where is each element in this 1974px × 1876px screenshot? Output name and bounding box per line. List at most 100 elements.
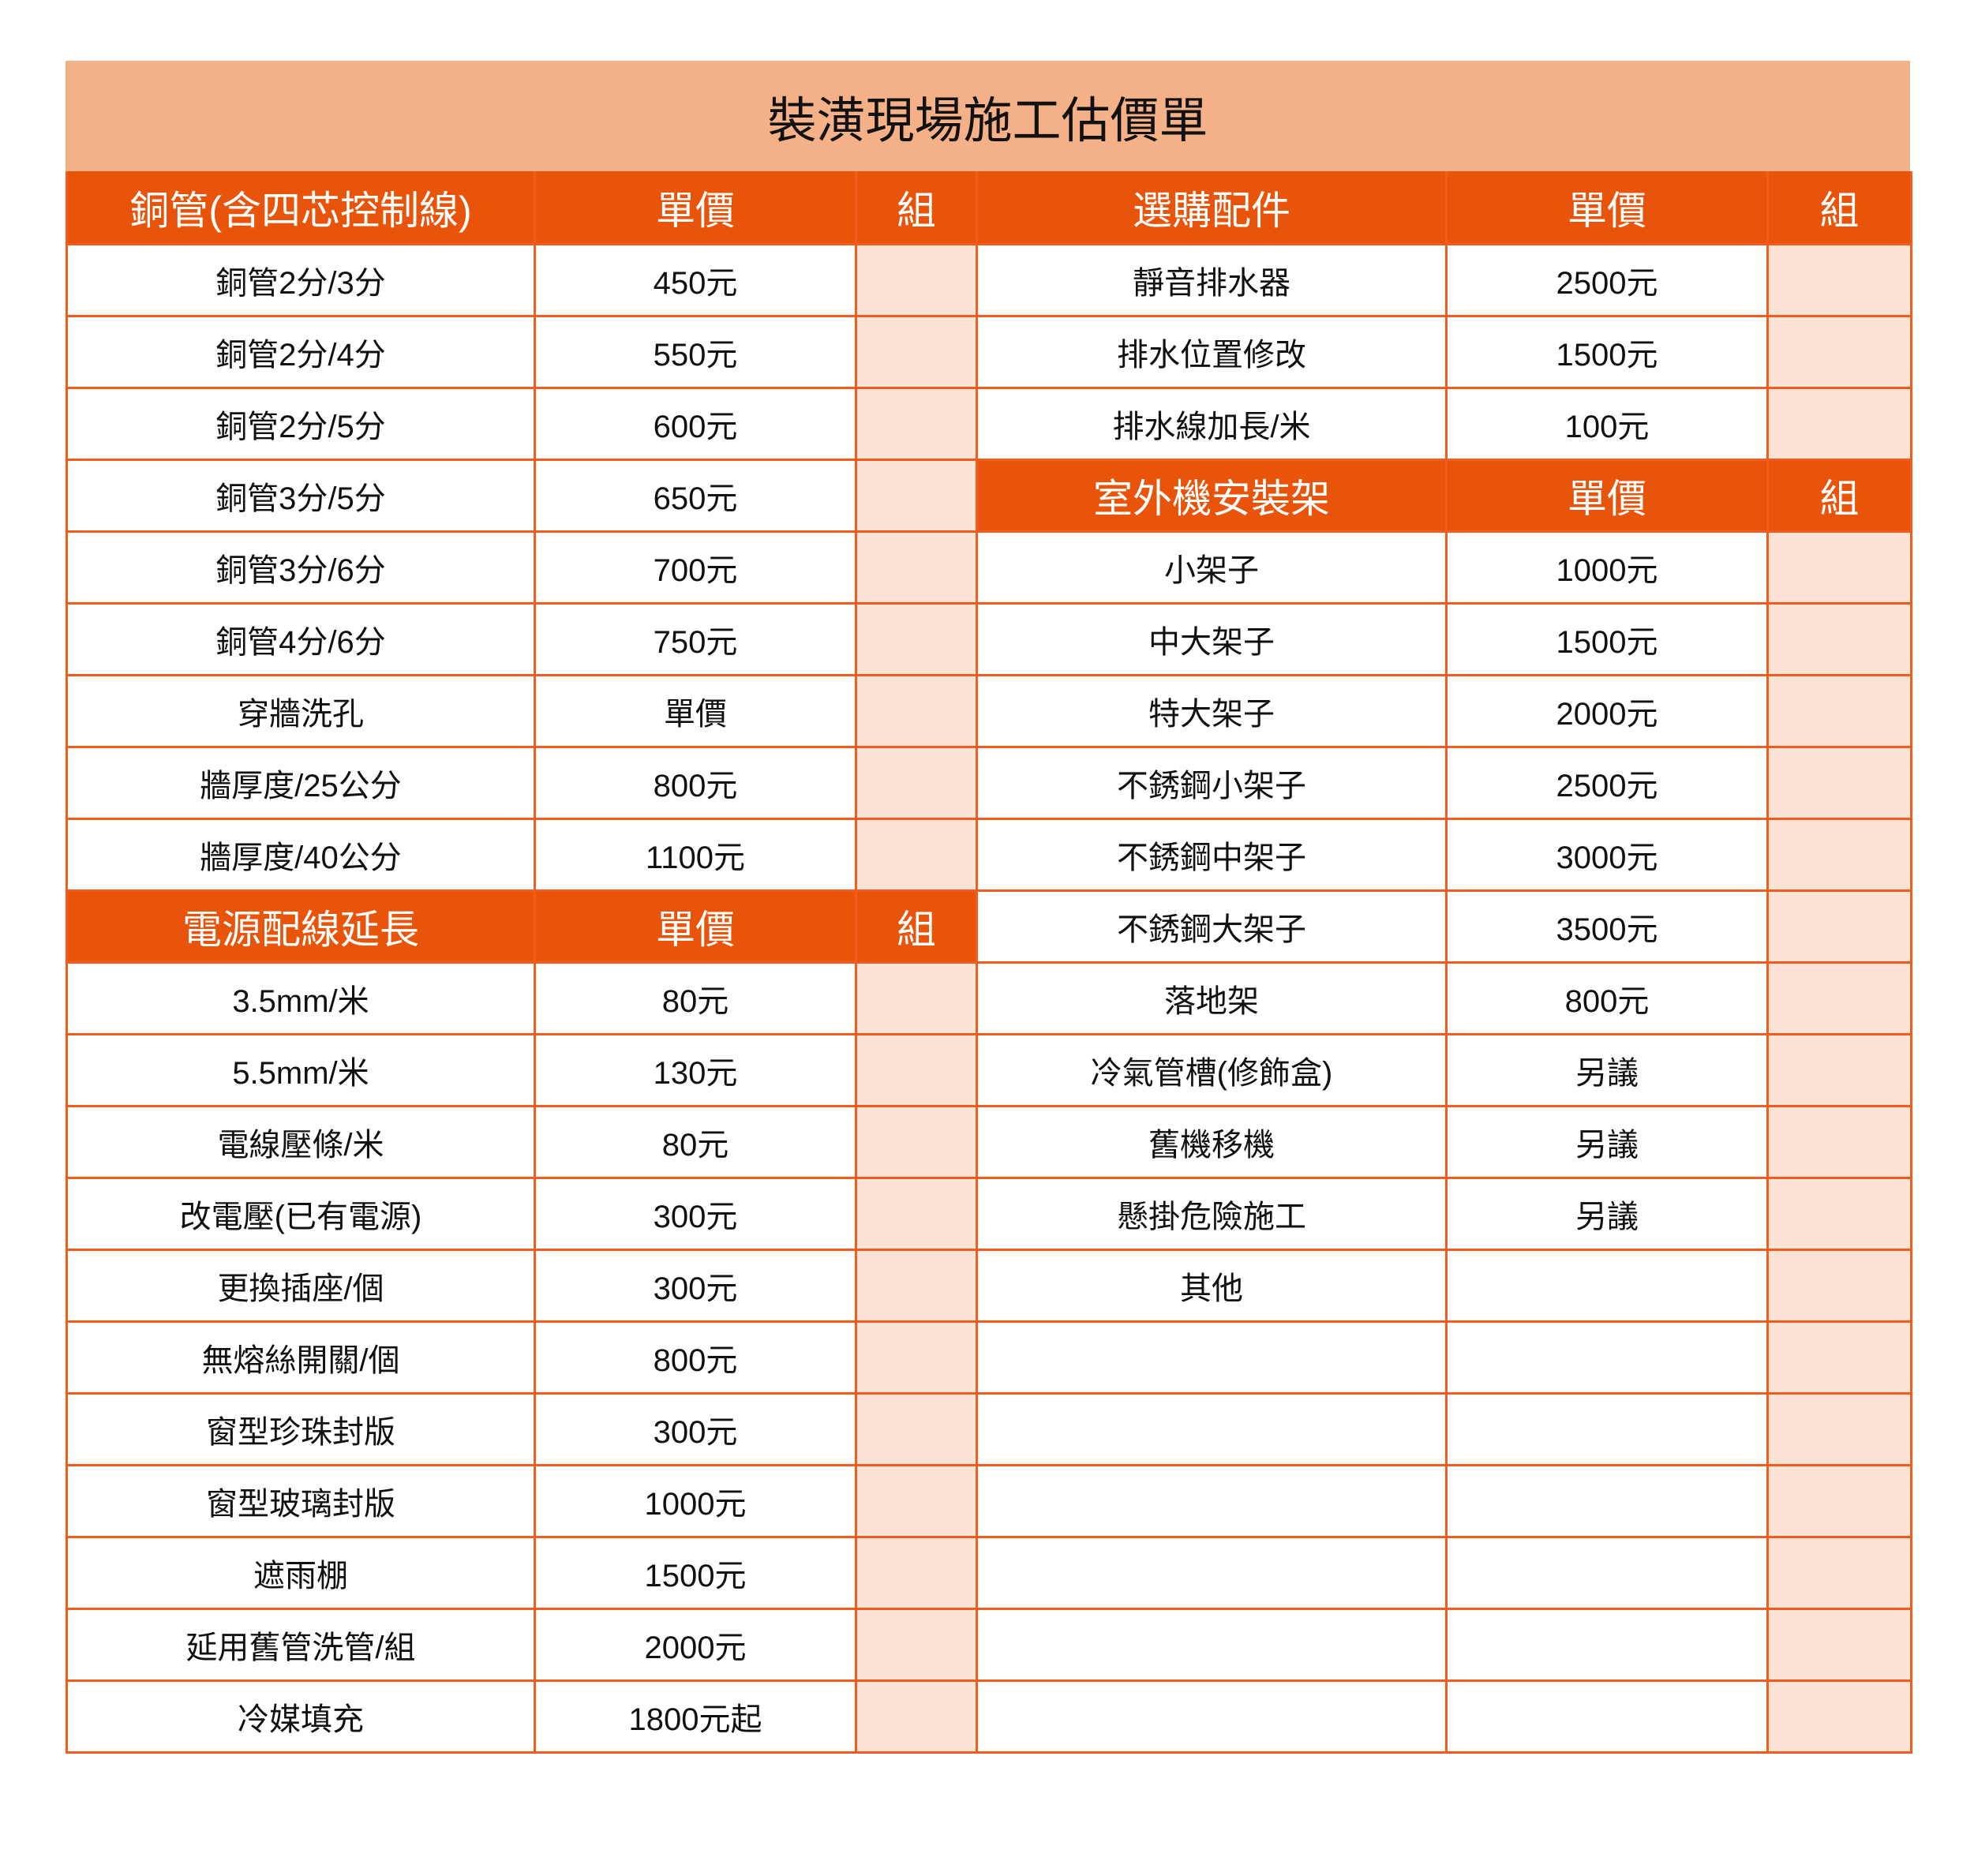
right-qty-cell[interactable] bbox=[1766, 1177, 1912, 1251]
left-qty-cell[interactable] bbox=[855, 1392, 978, 1466]
right-price-cell: 另議 bbox=[1445, 1105, 1769, 1179]
table-row: 牆厚度/25公分 800元 不銹鋼小架子 2500元 bbox=[66, 746, 1912, 820]
left-qty-cell[interactable] bbox=[855, 1536, 978, 1610]
right-price-cell bbox=[1445, 1536, 1769, 1610]
left-qty-cell[interactable] bbox=[855, 530, 978, 605]
left-qty-cell[interactable] bbox=[855, 961, 978, 1035]
right-qty-cell[interactable] bbox=[1766, 602, 1912, 676]
right-qty-cell[interactable] bbox=[1766, 1679, 1912, 1754]
right-item-cell: 不銹鋼大架子 bbox=[976, 889, 1448, 964]
left-header-qty: 組 bbox=[855, 171, 978, 245]
left-price-cell: 800元 bbox=[534, 1320, 857, 1395]
right-qty-cell[interactable] bbox=[1766, 1249, 1912, 1323]
right-item-cell: 特大架子 bbox=[976, 674, 1448, 748]
right-qty-cell[interactable] bbox=[1766, 1608, 1912, 1682]
left-header-item: 銅管(含四芯控制線) bbox=[66, 171, 536, 245]
right-qty-cell[interactable] bbox=[1766, 889, 1912, 964]
right-qty-cell[interactable] bbox=[1766, 387, 1912, 461]
left-qty-cell[interactable] bbox=[855, 602, 978, 676]
left-qty-cell[interactable] bbox=[855, 1464, 978, 1538]
left-qty-cell[interactable] bbox=[855, 387, 978, 461]
right-price-cell: 3000元 bbox=[1445, 818, 1769, 892]
left-item-cell: 銅管2分/3分 bbox=[66, 243, 536, 317]
right-qty-cell[interactable] bbox=[1766, 1464, 1912, 1538]
left-item-cell: 銅管2分/4分 bbox=[66, 315, 536, 389]
left-item-cell: 牆厚度/40公分 bbox=[66, 818, 536, 892]
right-qty-cell[interactable] bbox=[1766, 674, 1912, 748]
table-row: 5.5mm/米 130元 冷氣管槽(修飾盒) 另議 bbox=[66, 1033, 1912, 1107]
left-qty-cell[interactable] bbox=[855, 459, 978, 533]
left-header-price: 單價 bbox=[534, 889, 857, 964]
right-qty-cell[interactable] bbox=[1766, 818, 1912, 892]
left-qty-cell[interactable] bbox=[855, 1608, 978, 1682]
left-item-cell: 3.5mm/米 bbox=[66, 961, 536, 1035]
left-qty-cell[interactable] bbox=[855, 243, 978, 317]
left-qty-cell[interactable] bbox=[855, 746, 978, 820]
right-item-cell: 舊機移機 bbox=[976, 1105, 1448, 1179]
left-price-cell: 550元 bbox=[534, 315, 857, 389]
table-row: 銅管3分/6分 700元 小架子 1000元 bbox=[66, 530, 1912, 605]
left-header-price: 單價 bbox=[534, 171, 857, 245]
right-qty-cell[interactable] bbox=[1766, 961, 1912, 1035]
right-qty-cell[interactable] bbox=[1766, 243, 1912, 317]
right-qty-cell[interactable] bbox=[1766, 1392, 1912, 1466]
left-price-cell: 300元 bbox=[534, 1249, 857, 1323]
left-price-cell: 2000元 bbox=[534, 1608, 857, 1682]
right-header-qty: 組 bbox=[1766, 459, 1912, 533]
left-item-cell: 延用舊管洗管/組 bbox=[66, 1608, 536, 1682]
table-row: 牆厚度/40公分 1100元 不銹鋼中架子 3000元 bbox=[66, 818, 1912, 892]
left-header-qty: 組 bbox=[855, 889, 978, 964]
table-row: 改電壓(已有電源) 300元 懸掛危險施工 另議 bbox=[66, 1177, 1912, 1251]
left-qty-cell[interactable] bbox=[855, 1249, 978, 1323]
left-qty-cell[interactable] bbox=[855, 1679, 978, 1754]
right-item-cell: 不銹鋼中架子 bbox=[976, 818, 1448, 892]
left-price-cell: 80元 bbox=[534, 961, 857, 1035]
left-price-cell: 1000元 bbox=[534, 1464, 857, 1538]
left-qty-cell[interactable] bbox=[855, 1033, 978, 1107]
right-item-cell: 排水線加長/米 bbox=[976, 387, 1448, 461]
left-price-cell: 750元 bbox=[534, 602, 857, 676]
right-price-cell bbox=[1445, 1608, 1769, 1682]
left-price-cell: 300元 bbox=[534, 1177, 857, 1251]
right-price-cell: 1500元 bbox=[1445, 315, 1769, 389]
left-qty-cell[interactable] bbox=[855, 1105, 978, 1179]
right-qty-cell[interactable] bbox=[1766, 1536, 1912, 1610]
left-item-cell: 更換插座/個 bbox=[66, 1249, 536, 1323]
table-row: 銅管2分/4分 550元 排水位置修改 1500元 bbox=[66, 315, 1912, 389]
right-qty-cell[interactable] bbox=[1766, 1105, 1912, 1179]
table-row: 穿牆洗孔 單價 特大架子 2000元 bbox=[66, 674, 1912, 748]
right-qty-cell[interactable] bbox=[1766, 1320, 1912, 1395]
left-item-cell: 電線壓條/米 bbox=[66, 1105, 536, 1179]
right-item-cell: 其他 bbox=[976, 1249, 1448, 1323]
left-price-cell: 700元 bbox=[534, 530, 857, 605]
right-price-cell: 1500元 bbox=[1445, 602, 1769, 676]
right-qty-cell[interactable] bbox=[1766, 530, 1912, 605]
left-item-cell: 銅管2分/5分 bbox=[66, 387, 536, 461]
left-price-cell: 800元 bbox=[534, 746, 857, 820]
right-qty-cell[interactable] bbox=[1766, 1033, 1912, 1107]
right-item-cell bbox=[976, 1608, 1448, 1682]
left-item-cell: 改電壓(已有電源) bbox=[66, 1177, 536, 1251]
right-price-cell: 100元 bbox=[1445, 387, 1769, 461]
right-item-cell bbox=[976, 1320, 1448, 1395]
right-item-cell: 冷氣管槽(修飾盒) bbox=[976, 1033, 1448, 1107]
right-qty-cell[interactable] bbox=[1766, 746, 1912, 820]
left-item-cell: 冷媒填充 bbox=[66, 1679, 536, 1754]
left-qty-cell[interactable] bbox=[855, 818, 978, 892]
right-header-qty: 組 bbox=[1766, 171, 1912, 245]
left-price-cell: 650元 bbox=[534, 459, 857, 533]
right-header-price: 單價 bbox=[1445, 171, 1769, 245]
right-price-cell: 1000元 bbox=[1445, 530, 1769, 605]
table-row: 窗型珍珠封版 300元 bbox=[66, 1392, 1912, 1466]
left-qty-cell[interactable] bbox=[855, 315, 978, 389]
left-qty-cell[interactable] bbox=[855, 674, 978, 748]
right-price-cell: 另議 bbox=[1445, 1033, 1769, 1107]
left-qty-cell[interactable] bbox=[855, 1320, 978, 1395]
right-item-cell bbox=[976, 1679, 1448, 1754]
right-price-cell: 2500元 bbox=[1445, 243, 1769, 317]
left-qty-cell[interactable] bbox=[855, 1177, 978, 1251]
left-item-cell: 穿牆洗孔 bbox=[66, 674, 536, 748]
table-row: 銅管3分/5分 650元 室外機安裝架 單價組 bbox=[66, 459, 1912, 533]
right-qty-cell[interactable] bbox=[1766, 315, 1912, 389]
right-item-cell bbox=[976, 1464, 1448, 1538]
